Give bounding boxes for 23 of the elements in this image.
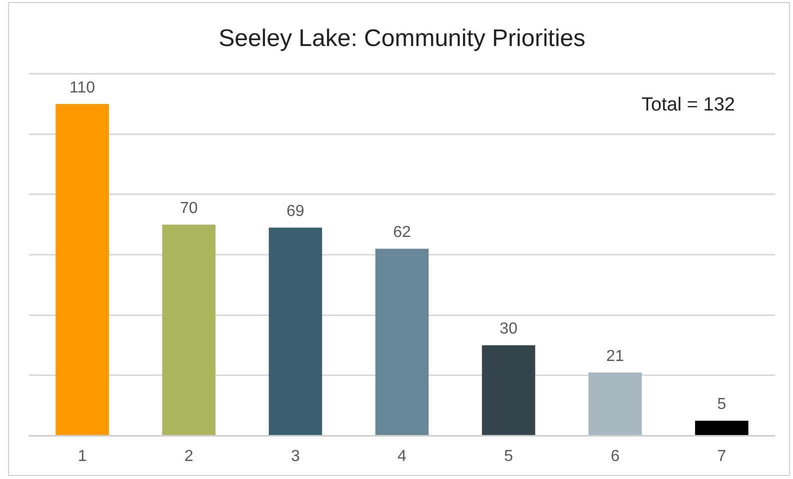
chart-title: Seeley Lake: Community Priorities xyxy=(218,25,586,52)
data-label: 62 xyxy=(393,224,411,242)
bar xyxy=(482,345,536,436)
x-tick-label: 3 xyxy=(290,448,300,465)
data-label: 70 xyxy=(180,200,198,218)
annotation: Total = 132 xyxy=(642,94,735,116)
bar xyxy=(162,224,216,436)
data-label: 110 xyxy=(70,79,96,96)
data-label: 21 xyxy=(606,348,624,365)
x-tick-label: 7 xyxy=(717,448,726,465)
bar xyxy=(56,104,109,436)
x-tick-label: 6 xyxy=(610,448,620,465)
x-tick-label: 2 xyxy=(184,448,194,465)
x-tick-label: 5 xyxy=(504,448,514,465)
bar xyxy=(268,228,322,436)
bar xyxy=(695,420,748,436)
bar xyxy=(375,248,429,436)
data-label: 5 xyxy=(717,396,726,414)
data-label: 69 xyxy=(286,203,304,220)
x-tick-label: 1 xyxy=(78,448,87,465)
bar xyxy=(588,372,642,436)
x-tick-label: 4 xyxy=(398,448,407,465)
data-label: 30 xyxy=(500,320,518,338)
